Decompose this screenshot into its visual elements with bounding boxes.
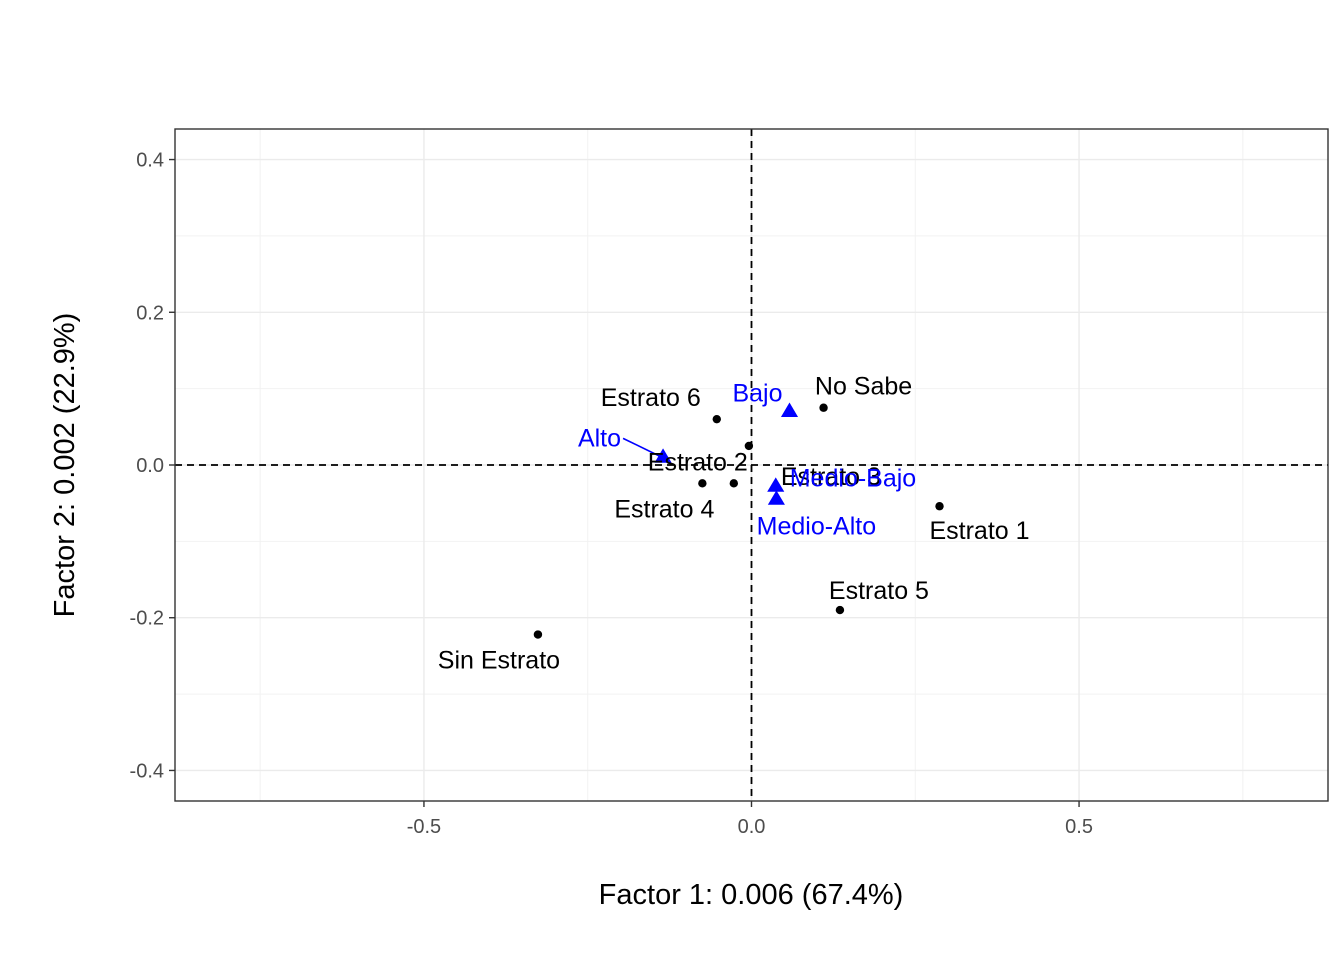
y-tick-label: 0.2 [136,302,164,324]
point-label: No Sabe [815,373,912,401]
y-tick-label: 0.0 [136,455,164,477]
data-point-triangle [767,490,785,505]
data-point-triangle [780,402,799,417]
x-axis-ticks: -0.5 0.0 0.5 [407,801,1093,838]
data-point [698,479,707,488]
y-tick-label: -0.2 [130,608,164,630]
point-label: Estrato 1 [929,517,1029,545]
point-label: Estrato 4 [614,495,714,523]
data-point [744,441,754,451]
data-point [819,403,828,412]
point-label: Estrato 3 [781,463,881,491]
data-point-triangle [654,448,672,463]
point-label: Sin Estrato [438,647,560,675]
y-axis-title: Factor 2: 0.002 (22.9%) [49,313,81,618]
point-label: Medio-Alto [757,512,877,540]
point-label: Alto [578,424,621,452]
data-points [533,402,944,639]
x-tick-label: -0.5 [407,816,441,838]
data-point [835,605,845,615]
x-axis-title: Factor 1: 0.006 (67.4%) [599,879,904,911]
x-tick-label: 0.5 [1065,816,1093,838]
point-labels: No Sabe Estrato 6 Estrato 3 Estrato 2 Estrat… [438,373,1030,675]
point-label: Estrato 2 [648,448,748,476]
point-label: Estrato 6 [601,384,701,412]
point-label: Estrato 5 [829,577,929,605]
y-tick-label: 0.4 [136,150,164,172]
point-label: Bajo [732,380,782,408]
x-tick-label: 0.0 [738,816,766,838]
label-connector [622,437,661,458]
reference-lines [175,129,1328,801]
data-point [712,414,721,424]
point-label: Medio-Bajo [790,464,916,492]
data-point [533,630,543,639]
data-point [935,502,944,511]
y-axis-ticks: -0.4 -0.2 0.0 0.2 0.4 [130,150,175,782]
data-point [729,479,739,488]
y-tick-label: -0.4 [130,760,164,782]
label-connectors [622,437,661,458]
data-point-triangle [767,477,785,492]
